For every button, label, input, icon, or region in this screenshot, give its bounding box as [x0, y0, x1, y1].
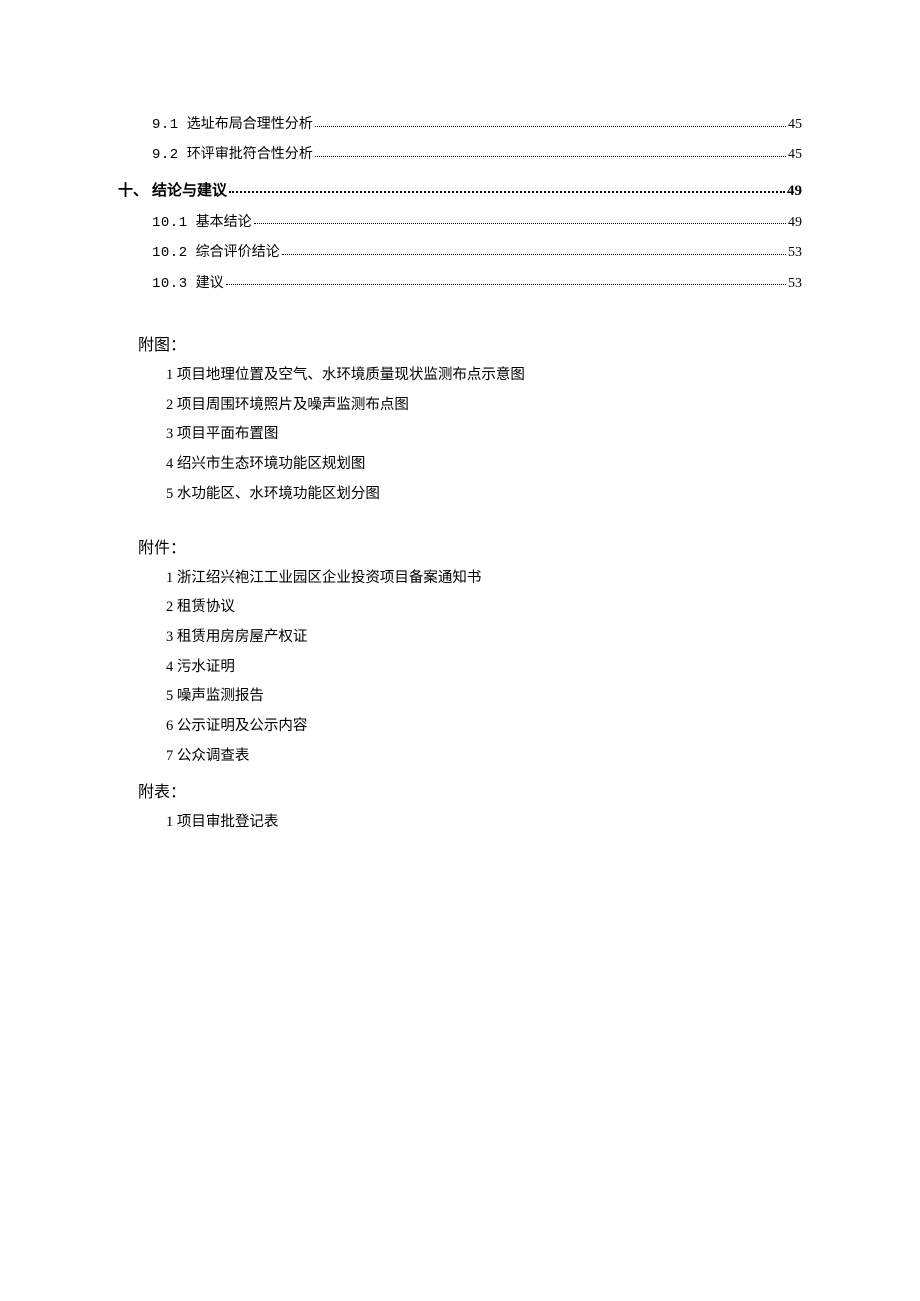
section-title-futu: 附图：	[118, 331, 802, 355]
list-item: 5 噪声监测报告	[118, 682, 802, 712]
toc-num: 9.1	[152, 117, 179, 133]
list-item: 4 绍兴市生态环境功能区规划图	[118, 450, 802, 480]
toc-dots	[315, 156, 786, 157]
toc-text: 结论与建议	[152, 183, 227, 199]
toc-dots	[282, 254, 786, 255]
list-item: 5 水功能区、水环境功能区划分图	[118, 480, 802, 510]
toc-dots	[226, 284, 786, 285]
toc-num: 10.2	[152, 245, 188, 261]
section-title-fujian: 附件：	[118, 534, 802, 558]
toc-page: 49	[788, 208, 802, 237]
toc-label: 9.1 选址布局合理性分析	[152, 110, 313, 140]
toc-num: 9.2	[152, 147, 179, 163]
toc-num: 10.1	[152, 215, 188, 231]
fujian-list: 1 浙江绍兴袍江工业园区企业投资项目备案通知书 2 租赁协议 3 租赁用房房屋产…	[118, 564, 802, 772]
toc-page: 45	[788, 110, 802, 139]
list-item: 1 项目地理位置及空气、水环境质量现状监测布点示意图	[118, 361, 802, 391]
toc-page: 49	[787, 175, 802, 208]
toc-text: 建议	[196, 276, 224, 291]
list-item: 4 污水证明	[118, 653, 802, 683]
toc-text: 综合评价结论	[196, 245, 280, 260]
list-item: 2 租赁协议	[118, 593, 802, 623]
toc-entry-10-2: 10.2 综合评价结论 53	[118, 238, 802, 268]
list-item: 3 项目平面布置图	[118, 420, 802, 450]
list-item: 7 公众调查表	[118, 742, 802, 772]
toc-label: 10.3 建议	[152, 269, 224, 299]
toc-text: 环评审批符合性分析	[187, 147, 313, 162]
fubiao-list: 1 项目审批登记表	[118, 808, 802, 838]
toc-text: 基本结论	[196, 215, 252, 230]
toc-dots	[254, 223, 786, 224]
toc-label: 十、结论与建议	[118, 175, 227, 208]
toc-label: 10.2 综合评价结论	[152, 238, 280, 268]
toc-entry-9-1: 9.1 选址布局合理性分析 45	[118, 110, 802, 140]
toc-entry-10-1: 10.1 基本结论 49	[118, 208, 802, 238]
toc-entry-10: 十、结论与建议 49	[118, 175, 802, 208]
toc-entry-9-2: 9.2 环评审批符合性分析 45	[118, 140, 802, 170]
toc-num: 10.3	[152, 276, 188, 292]
list-item: 2 项目周围环境照片及噪声监测布点图	[118, 391, 802, 421]
toc-page: 45	[788, 140, 802, 169]
list-item: 1 项目审批登记表	[118, 808, 802, 838]
list-item: 3 租赁用房房屋产权证	[118, 623, 802, 653]
toc-page: 53	[788, 238, 802, 267]
list-item: 6 公示证明及公示内容	[118, 712, 802, 742]
toc-num: 十、	[118, 183, 148, 199]
toc-label: 10.1 基本结论	[152, 208, 252, 238]
toc-page: 53	[788, 269, 802, 298]
list-item: 1 浙江绍兴袍江工业园区企业投资项目备案通知书	[118, 564, 802, 594]
futu-list: 1 项目地理位置及空气、水环境质量现状监测布点示意图 2 项目周围环境照片及噪声…	[118, 361, 802, 510]
section-title-fubiao: 附表：	[118, 778, 802, 802]
toc-label: 9.2 环评审批符合性分析	[152, 140, 313, 170]
toc-section: 9.1 选址布局合理性分析 45 9.2 环评审批符合性分析 45 十、结论与建议 …	[118, 110, 802, 299]
toc-entry-10-3: 10.3 建议 53	[118, 269, 802, 299]
toc-text: 选址布局合理性分析	[187, 117, 313, 132]
toc-dots	[315, 126, 786, 127]
toc-dots	[229, 191, 785, 193]
